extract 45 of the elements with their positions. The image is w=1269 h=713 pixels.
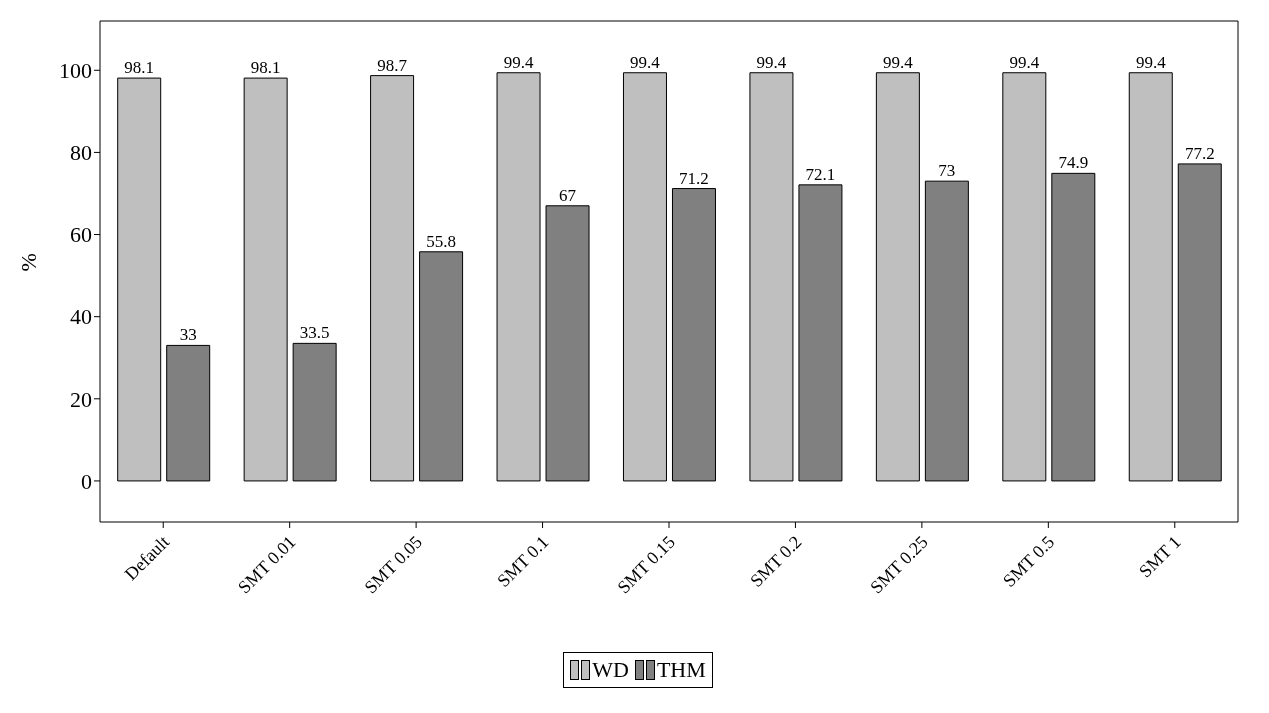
y-tick-label: 0 bbox=[81, 468, 92, 494]
bar bbox=[622, 72, 667, 482]
data-label: 55.8 bbox=[426, 231, 456, 251]
data-label: 33 bbox=[179, 325, 197, 345]
bar bbox=[1128, 72, 1173, 482]
bar bbox=[496, 72, 541, 482]
bar bbox=[1002, 72, 1047, 482]
y-tick-label: 40 bbox=[70, 304, 92, 330]
data-label: 67 bbox=[559, 185, 577, 205]
data-label: 99.4 bbox=[1135, 52, 1167, 72]
data-label: 98.1 bbox=[124, 58, 155, 78]
bar bbox=[166, 344, 211, 482]
bar bbox=[924, 180, 969, 482]
legend-label: THM bbox=[656, 657, 706, 683]
data-label: 98.1 bbox=[250, 58, 281, 78]
data-label: 71.2 bbox=[679, 168, 709, 188]
data-label: 33.5 bbox=[299, 323, 330, 343]
bar bbox=[749, 72, 794, 482]
bar bbox=[1051, 172, 1096, 482]
bar bbox=[117, 77, 162, 482]
bar bbox=[545, 205, 590, 482]
y-tick-label: 80 bbox=[70, 140, 92, 166]
bar bbox=[875, 72, 920, 482]
legend-label: WD bbox=[592, 657, 629, 683]
data-label: 99.4 bbox=[503, 52, 534, 72]
y-tick-label: 20 bbox=[70, 386, 92, 412]
data-label: 98.7 bbox=[377, 55, 408, 75]
bar bbox=[798, 184, 843, 482]
y-tick-label: 100 bbox=[59, 58, 92, 84]
bar bbox=[370, 75, 415, 482]
data-label: 99.4 bbox=[882, 52, 914, 72]
bar bbox=[419, 251, 464, 482]
data-label: 99.4 bbox=[1009, 52, 1040, 72]
data-label: 99.4 bbox=[630, 52, 661, 72]
data-label: 77.2 bbox=[1184, 143, 1215, 163]
y-axis-title: % bbox=[15, 253, 41, 272]
data-label: 99.4 bbox=[756, 52, 787, 72]
data-label: 74.9 bbox=[1058, 153, 1089, 173]
bar bbox=[243, 77, 288, 482]
data-label: 73 bbox=[938, 161, 956, 181]
bar bbox=[292, 342, 337, 482]
y-tick-label: 60 bbox=[70, 222, 92, 248]
data-label: 72.1 bbox=[805, 164, 836, 184]
bar bbox=[1177, 163, 1222, 482]
bar bbox=[671, 188, 716, 482]
